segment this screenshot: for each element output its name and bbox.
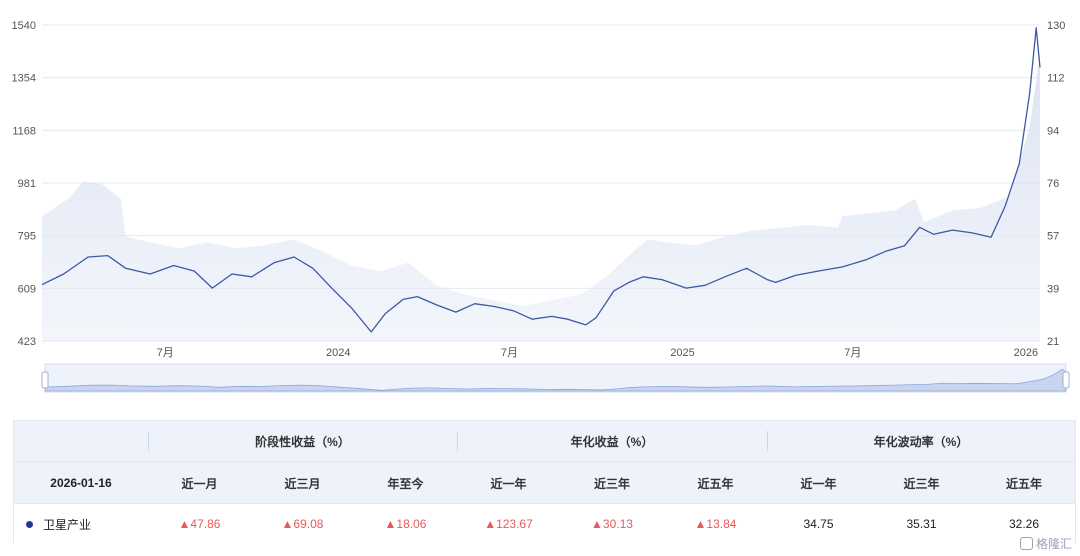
value-cell: ▲30.13 [591,517,633,531]
value-cell: ▲69.08 [281,517,324,531]
series-name: 卫星产业 [43,517,92,532]
value-cell: ▲123.67 [484,517,533,531]
logo-icon [1019,537,1033,550]
series-dot-icon [26,520,33,528]
table-group-header: 阶段性收益（%） 年化收益（%） 年化波动率（%） [14,421,1075,461]
right-tick-label: 94 [1047,125,1059,137]
right-tick-label: 39 [1047,283,1059,295]
right-tick-label: 76 [1047,178,1059,190]
left-tick-label: 1168 [12,125,36,137]
column-header[interactable]: 近三月 [284,476,321,491]
value-cell: ▲47.86 [178,517,221,531]
left-tick-label: 795 [18,231,36,243]
left-tick-label: 1540 [12,20,36,32]
group-header-period-return: 阶段性收益（%） [148,421,457,461]
right-tick-label: 130 [1047,20,1065,32]
right-tick-label: 112 [1047,73,1065,85]
value-cell: 35.31 [906,517,937,531]
zoom-slider[interactable] [41,363,1070,393]
x-tick-label: 2024 [326,347,350,359]
right-tick-label: 21 [1047,336,1059,348]
column-header[interactable]: 近三年 [903,476,940,491]
left-tick-label: 423 [18,336,36,348]
left-axis: 1540 1354 1168 981 795 609 423 [12,20,36,348]
column-header[interactable]: 近五年 [697,476,734,491]
table-date: 2026-01-16 [50,476,112,490]
value-cell: ▲18.06 [384,517,427,531]
value-cell: ▲13.84 [694,517,737,531]
series-name-cell: 卫星产业 [14,504,148,544]
right-tick-label: 57 [1047,231,1059,243]
price-line [41,27,1041,333]
right-axis: 130 112 94 76 57 39 21 [1047,20,1065,348]
left-tick-label: 981 [18,178,36,190]
x-tick-label: 7月 [844,347,861,359]
volatility-area [42,54,1040,341]
watermark: 格隆汇 [1019,535,1072,552]
column-header[interactable]: 近一月 [181,476,218,491]
group-header-annual-return: 年化收益（%） [457,421,767,461]
zoom-overview [44,368,1067,392]
x-tick-label: 7月 [157,347,174,359]
watermark-text: 格隆汇 [1035,537,1072,551]
column-header[interactable]: 近三年 [593,476,630,491]
volatility-area-series [42,54,1040,341]
left-tick-label: 609 [18,283,36,295]
zoom-handle-left[interactable] [41,371,49,389]
x-tick-label: 7月 [501,347,518,359]
left-tick-label: 1354 [12,73,36,85]
x-axis: 7月 2024 7月 2025 7月 2026 [157,347,1038,359]
column-header[interactable]: 近五年 [1005,476,1042,491]
column-header[interactable]: 近一年 [800,476,837,491]
x-tick-label: 2026 [1014,347,1038,359]
group-header-annual-volatility: 年化波动率（%） [767,421,1075,461]
table-row: 卫星产业 ▲47.86 ▲69.08 ▲18.06 ▲123.67 ▲30.13… [14,503,1075,544]
performance-table: 阶段性收益（%） 年化收益（%） 年化波动率（%） 2026-01-16 近一月… [13,420,1076,544]
value-cell: 32.26 [1008,517,1040,531]
column-header[interactable]: 年至今 [387,476,424,491]
column-header[interactable]: 近一年 [490,476,527,491]
price-line-series [41,27,1041,333]
table-column-header: 2026-01-16 近一月 近三月 年至今 近一年 近三年 近五年 近一年 近… [14,461,1075,504]
x-tick-label: 2025 [670,347,694,359]
value-cell: 34.75 [803,517,834,531]
chart: 1540 1354 1168 981 795 609 423 130 112 94 76 57 39 2… [12,20,1070,393]
zoom-handle-right[interactable] [1062,371,1070,389]
